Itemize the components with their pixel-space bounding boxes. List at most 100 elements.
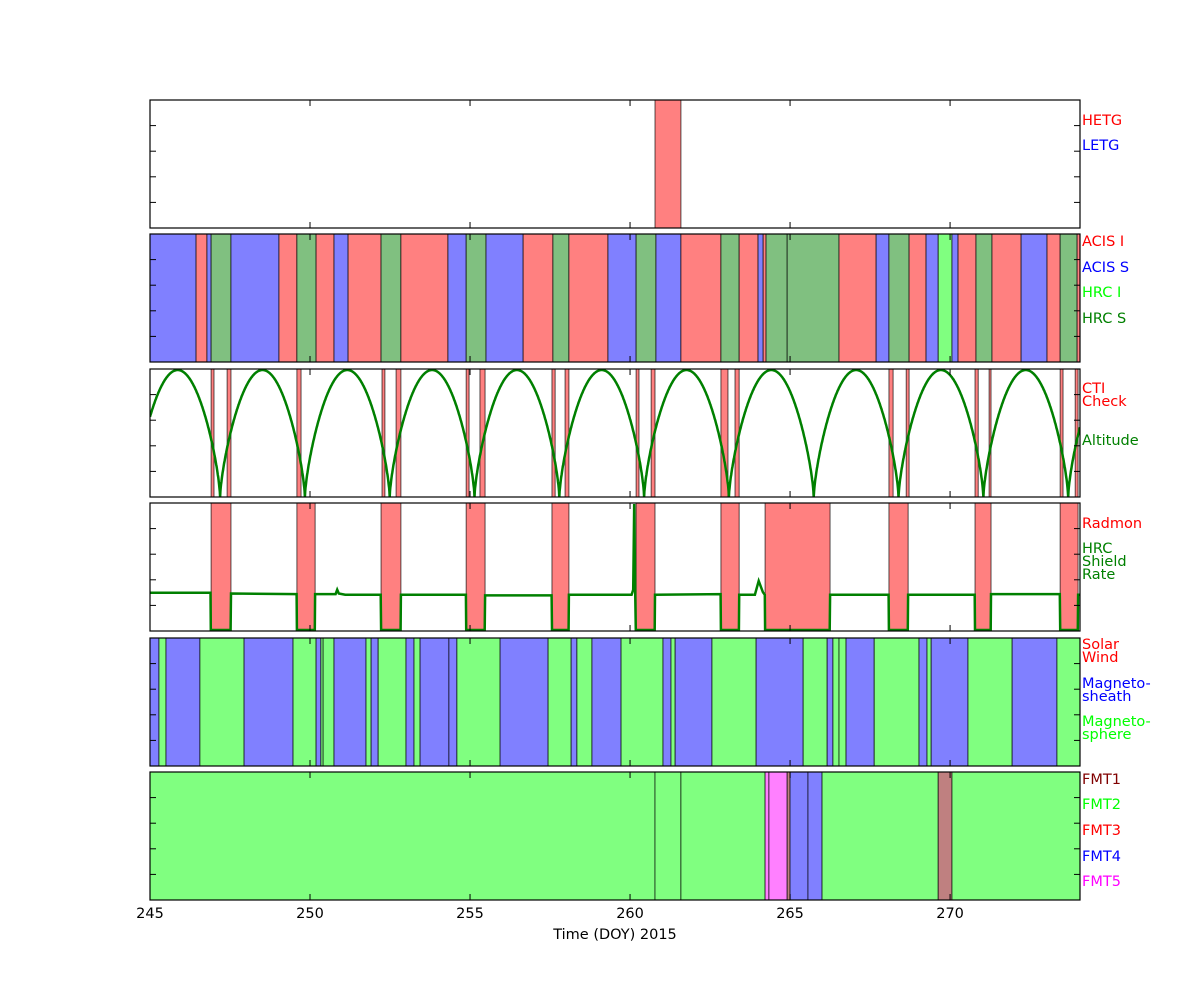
segment-fmt1	[937, 772, 953, 900]
segment-magnetosphere	[199, 638, 245, 766]
segment-hrc-i	[937, 234, 953, 362]
x-tick-label: 265	[776, 906, 804, 922]
segment-acis-i	[738, 234, 759, 362]
segment-radmon	[210, 503, 232, 631]
legend-label: Solar	[1082, 637, 1119, 653]
legend-label: Shield	[1082, 554, 1127, 570]
segment-magnetosheath	[405, 638, 415, 766]
segment-magnetosphere	[547, 638, 572, 766]
legend-label: Wind	[1082, 650, 1118, 666]
segment-magnetosphere	[322, 638, 335, 766]
altitude-line	[150, 369, 1080, 497]
segment-magnetosheath	[845, 638, 875, 766]
segment-fmt2	[654, 772, 682, 900]
segment-acis-i	[991, 234, 1022, 362]
x-axis: 245 250 255 260 265 270	[136, 906, 964, 922]
segment-magnetosheath	[1011, 638, 1058, 766]
segment-acis-s	[607, 234, 637, 362]
x-tick-label: 250	[296, 906, 324, 922]
segment-cti-check	[551, 369, 556, 497]
segment-magnetosheath	[930, 638, 969, 766]
segment-fmt2	[821, 772, 939, 900]
legend-label: sphere	[1082, 727, 1132, 743]
x-tick-label: 260	[616, 906, 644, 922]
segment-hetg	[654, 100, 682, 228]
panel-frame	[149, 502, 1081, 632]
segment-cti-check	[564, 369, 570, 497]
segment-magnetosphere	[711, 638, 757, 766]
segment-magnetosphere	[158, 638, 167, 766]
panel-frame	[149, 771, 1081, 901]
segment-magnetosheath	[826, 638, 834, 766]
segment-magnetosheath	[591, 638, 622, 766]
segment-acis-s	[230, 234, 280, 362]
legend-label: Magneto-	[1082, 676, 1151, 692]
segment-magnetosheath	[662, 638, 672, 766]
legend-label: LETG	[1082, 138, 1119, 154]
x-tick-label: 270	[936, 906, 964, 922]
segment-acis-s	[925, 234, 939, 362]
segment-cti-check	[635, 369, 640, 497]
segment-magnetosphere	[802, 638, 828, 766]
segment-acis-s	[447, 234, 467, 362]
segment-hrc-s	[380, 234, 402, 362]
panel-instrument: ACIS I ACIS S HRC I HRC S	[149, 233, 1129, 363]
segment-hrc-s	[888, 234, 910, 362]
segment-fmt2	[951, 772, 1080, 900]
segment-radmon	[551, 503, 570, 631]
legend-label: Rate	[1082, 567, 1115, 583]
legend-label: FMT4	[1082, 849, 1121, 865]
segment-magnetosheath	[333, 638, 367, 766]
segment-cti-check	[720, 369, 729, 497]
segment-hrc-s	[635, 234, 657, 362]
segment-cti-check	[988, 369, 992, 497]
panel-grating: HETG LETG	[149, 99, 1122, 229]
segment-magnetosheath	[315, 638, 322, 766]
segment-hrc-s	[786, 234, 840, 362]
segment-acis-i	[400, 234, 449, 362]
x-tick-label: 255	[456, 906, 484, 922]
segment-magnetosheath	[243, 638, 294, 766]
panel-telemetry-format: FMT1 FMT2 FMT3 FMT4 FMT5	[149, 771, 1121, 901]
segment-magnetosphere	[926, 638, 932, 766]
segment-cti-check	[888, 369, 894, 497]
segment-magnetosheath	[448, 638, 458, 766]
segment-magnetosheath	[918, 638, 928, 766]
panel-frame	[149, 637, 1081, 767]
segment-magnetosheath	[419, 638, 450, 766]
legend-label: ACIS I	[1082, 234, 1124, 250]
segment-magnetosphere	[413, 638, 421, 766]
segment-fmt4	[789, 772, 809, 900]
legend-label: FMT3	[1082, 823, 1121, 839]
segment-cti-check	[974, 369, 979, 497]
segment-acis-s	[485, 234, 524, 362]
segment-hrc-s	[552, 234, 570, 362]
segment-magnetosheath	[150, 638, 160, 766]
segment-magnetosphere	[292, 638, 317, 766]
segment-radmon	[635, 503, 656, 631]
segment-hrc-s	[720, 234, 740, 362]
legend-label: HRC	[1082, 541, 1112, 557]
segment-acis-s	[875, 234, 890, 362]
segment-acis-s	[1020, 234, 1048, 362]
segment-fmt2	[680, 772, 766, 900]
legend-label: HETG	[1082, 113, 1122, 129]
segment-radmon	[720, 503, 740, 631]
legend-label: CTI	[1082, 381, 1105, 397]
hrc-shield-rate-line	[150, 503, 1080, 631]
legend-label: sheath	[1082, 689, 1131, 705]
legend-label: HRC I	[1082, 285, 1121, 301]
segment-magnetosheath	[499, 638, 549, 766]
segment-fmt4	[807, 772, 823, 900]
segment-magnetosheath	[370, 638, 379, 766]
legend-label: Radmon	[1082, 516, 1142, 532]
segment-magnetosheath	[674, 638, 713, 766]
segment-acis-i	[347, 234, 382, 362]
legend-label: Check	[1082, 394, 1127, 410]
segment-hrc-s	[210, 234, 232, 362]
segment-acis-i	[195, 234, 208, 362]
segment-hrc-s	[1059, 234, 1078, 362]
